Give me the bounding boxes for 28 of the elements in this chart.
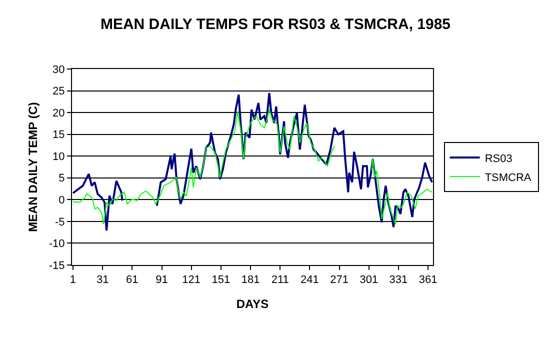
x-tick-label: 91 xyxy=(156,274,168,286)
x-tick-label: 211 xyxy=(271,274,289,286)
legend-label: TSMCRA xyxy=(484,172,532,184)
y-tick-label: 10 xyxy=(52,150,65,163)
x-axis-title: DAYS xyxy=(236,297,269,312)
y-tick-label: 30 xyxy=(52,64,65,76)
chart-title: MEAN DAILY TEMPS FOR RS03 & TSMCRA, 1985 xyxy=(100,16,451,33)
x-tick-label: 121 xyxy=(182,274,201,286)
x-tick-label: 151 xyxy=(212,274,230,286)
x-tick-label: 31 xyxy=(96,274,109,286)
y-tick-label: 15 xyxy=(52,129,65,142)
x-tick-label: 241 xyxy=(300,274,319,286)
y-tick-label: -10 xyxy=(48,238,65,250)
x-tick-label: 61 xyxy=(126,274,138,286)
y-tick-label: -5 xyxy=(55,216,65,228)
legend-label: RS03 xyxy=(484,152,512,165)
x-tick-label: 271 xyxy=(330,274,348,286)
x-tick-label: 1 xyxy=(70,274,76,286)
x-tick-label: 361 xyxy=(418,274,438,286)
y-tick-label: 20 xyxy=(52,107,65,120)
y-tick-label: -15 xyxy=(48,260,65,272)
y-tick-label: 5 xyxy=(58,172,65,185)
y-axis-title: MEAN DAILY TEMP (C) xyxy=(26,102,40,232)
x-tick-label: 181 xyxy=(241,274,260,286)
y-tick-label: 25 xyxy=(52,86,65,98)
x-tick-label: 331 xyxy=(389,274,408,286)
y-tick-label: 0 xyxy=(58,194,65,207)
x-tick-label: 301 xyxy=(360,274,378,286)
